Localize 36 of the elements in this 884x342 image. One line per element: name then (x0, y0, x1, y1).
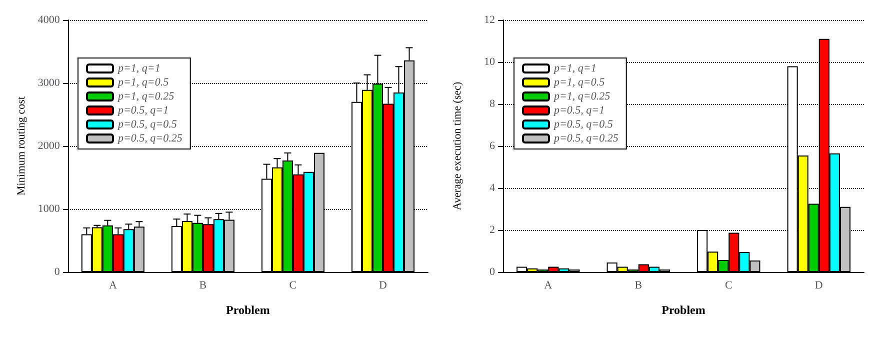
y-tick-label: 10 (484, 56, 496, 68)
legend-label: p=0.5, q=1 (117, 104, 169, 116)
x-tick-label: D (379, 280, 388, 292)
x-axis-title: Problem (662, 303, 706, 317)
y-axis-title: Minimum routing cost (16, 96, 28, 196)
y-tick-label: 6 (490, 140, 496, 152)
legend-label: p=1, q=1 (553, 62, 596, 74)
x-tick-label: A (544, 280, 552, 292)
y-tick-label: 4 (490, 182, 496, 194)
x-tick-label: A (108, 280, 117, 292)
y-tick-label: 12 (484, 14, 495, 26)
y-tick-label: 8 (490, 98, 496, 110)
legend-label: p=1, q=1 (117, 62, 160, 74)
x-axis-title: Problem (226, 303, 270, 317)
y-tick-label: 4000 (38, 14, 60, 26)
x-tick-label: C (289, 280, 297, 292)
y-tick-label: 3000 (38, 77, 60, 89)
y-tick-label: 2000 (38, 140, 60, 152)
legend-label: p=1, q=0.5 (117, 76, 170, 88)
y-tick-label: 0 (490, 266, 496, 278)
y-axis-title: Average execution time (sec) (452, 81, 464, 210)
legend-label: p=1, q=0.5 (553, 76, 606, 88)
x-tick-label: C (724, 280, 732, 292)
legend-label: p=1, q=0.25 (117, 90, 175, 102)
x-tick-label: B (199, 280, 207, 292)
y-tick-label: 1000 (38, 203, 60, 215)
legend-label: p=0.5, q=1 (553, 104, 605, 116)
legend-label: p=0.5, q=0.5 (117, 118, 178, 130)
legend-label: p=0.5, q=0.25 (117, 132, 183, 144)
y-tick-label: 2 (490, 224, 495, 236)
x-tick-label: B (634, 280, 642, 292)
legend-label: p=0.5, q=0.25 (553, 132, 619, 144)
x-tick-label: D (814, 280, 823, 292)
legend-label: p=0.5, q=0.5 (553, 118, 614, 130)
y-tick-label: 0 (54, 266, 60, 278)
legend-label: p=1, q=0.25 (553, 90, 611, 102)
